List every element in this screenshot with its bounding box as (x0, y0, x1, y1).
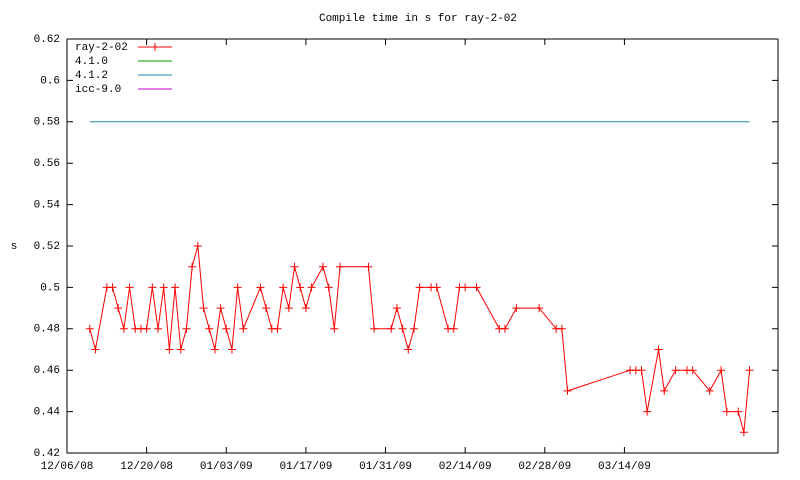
point-marker (222, 324, 231, 333)
point-marker (500, 324, 509, 333)
point-marker (279, 283, 288, 292)
point-marker (336, 262, 345, 271)
legend-label: icc-9.0 (75, 84, 121, 96)
point-marker (216, 304, 225, 313)
x-tick-label: 02/14/09 (439, 461, 492, 473)
point-marker (671, 366, 680, 375)
point-marker (91, 345, 100, 354)
point-marker (705, 386, 714, 395)
point-marker (290, 262, 299, 271)
point-marker (722, 407, 731, 416)
point-marker (409, 324, 418, 333)
point-marker (318, 262, 327, 271)
point-marker (159, 283, 168, 292)
point-marker (154, 324, 163, 333)
point-marker (364, 262, 373, 271)
point-marker (233, 283, 242, 292)
point-marker (387, 324, 396, 333)
point-marker (193, 242, 202, 250)
point-marker (227, 345, 236, 354)
y-tick-label: 0.56 (34, 158, 60, 170)
legend-label: 4.1.0 (75, 56, 108, 68)
point-marker (199, 304, 208, 313)
point-marker (415, 283, 424, 292)
y-tick-label: 0.54 (34, 200, 61, 212)
point-marker (330, 324, 339, 333)
point-marker (461, 283, 470, 292)
point-marker (182, 324, 191, 333)
x-tick-label: 03/14/09 (598, 461, 651, 473)
point-marker (307, 283, 316, 292)
point-marker (563, 386, 572, 395)
point-marker (660, 386, 669, 395)
y-tick-label: 0.62 (34, 34, 60, 46)
point-marker (324, 283, 333, 292)
point-marker (148, 283, 157, 292)
x-tick-label: 12/20/08 (120, 461, 173, 473)
point-marker (108, 283, 117, 292)
y-tick-label: 0.46 (34, 365, 60, 377)
point-marker (176, 345, 185, 354)
y-tick-label: 0.52 (34, 241, 60, 253)
point-marker (273, 324, 282, 333)
point-marker (557, 324, 566, 333)
point-marker (210, 345, 219, 354)
point-marker (284, 304, 293, 313)
point-marker (85, 324, 94, 333)
x-tick-label: 01/31/09 (359, 461, 412, 473)
point-marker (398, 324, 407, 333)
point-marker (370, 324, 379, 333)
legend-label: ray-2-02 (75, 42, 128, 54)
point-marker (262, 304, 271, 313)
y-tick-label: 0.5 (40, 282, 60, 294)
y-axis-label: s (11, 241, 18, 253)
point-marker (205, 324, 214, 333)
x-tick-label: 02/28/09 (518, 461, 571, 473)
point-marker (512, 304, 521, 313)
y-tick-label: 0.48 (34, 324, 60, 336)
y-tick-label: 0.58 (34, 117, 60, 129)
point-marker (637, 366, 646, 375)
point-marker (643, 407, 652, 416)
point-marker (296, 283, 305, 292)
point-marker (239, 324, 248, 333)
point-marker (717, 366, 726, 375)
point-marker (392, 304, 401, 313)
point-marker (688, 366, 697, 375)
legend-label: 4.1.2 (75, 70, 108, 82)
point-marker (171, 283, 180, 292)
point-marker (432, 283, 441, 292)
point-marker (734, 407, 743, 416)
point-marker (739, 428, 748, 437)
x-tick-label: 12/06/08 (41, 461, 94, 473)
point-marker (301, 304, 310, 313)
point-marker (449, 324, 458, 333)
point-marker (165, 345, 174, 354)
point-marker (472, 283, 481, 292)
legend-marker (151, 43, 159, 51)
point-marker (114, 304, 123, 313)
point-marker (654, 345, 663, 354)
x-tick-label: 01/17/09 (279, 461, 332, 473)
point-marker (535, 304, 544, 313)
x-tick-label: 01/03/09 (200, 461, 253, 473)
y-tick-label: 0.42 (34, 448, 60, 460)
chart-title: Compile time in s for ray-2-02 (319, 13, 517, 25)
point-marker (125, 283, 134, 292)
y-tick-label: 0.44 (34, 407, 61, 419)
point-marker (119, 324, 128, 333)
point-marker (256, 283, 265, 292)
y-tick-label: 0.6 (40, 75, 60, 87)
point-marker (404, 345, 413, 354)
point-marker (188, 262, 197, 271)
point-marker (142, 324, 151, 333)
point-marker (745, 366, 754, 375)
